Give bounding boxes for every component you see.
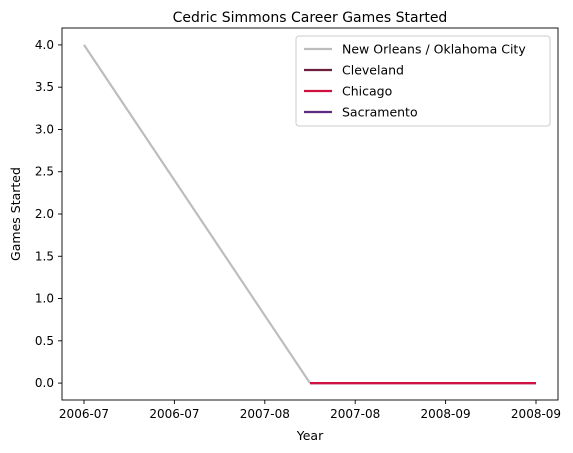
x-tick-label: 2008-09: [511, 407, 561, 421]
chart-title: Cedric Simmons Career Games Started: [173, 10, 448, 26]
y-tick-label: 0.0: [35, 376, 54, 390]
y-tick-label: 1.0: [35, 292, 54, 306]
y-tick-label: 3.0: [35, 122, 54, 136]
y-tick-label: 3.5: [35, 80, 54, 94]
x-tick-label: 2007-08: [240, 407, 290, 421]
legend-label-0: New Orleans / Oklahoma City: [342, 42, 526, 57]
x-tick-label: 2006-07: [149, 407, 199, 421]
y-tick-label: 2.0: [35, 207, 54, 221]
y-axis: 0.0 0.5 1.0 1.5 2.0 2.5 3.0 3.5 4.0: [35, 38, 62, 390]
y-tick-label: 0.5: [35, 334, 54, 348]
y-tick-label: 1.5: [35, 249, 54, 263]
x-tick-label: 2008-09: [421, 407, 471, 421]
legend-label-1: Cleveland: [342, 63, 404, 78]
legend-frame: [295, 35, 551, 127]
x-tick-label: 2007-08: [330, 407, 380, 421]
x-axis: 2006-07 2006-07 2007-08 2007-08 2008-09 2008-…: [59, 400, 561, 421]
legend-label-3: Sacramento: [342, 105, 418, 120]
legend-label-2: Chicago: [342, 84, 392, 99]
y-tick-label: 4.0: [35, 38, 54, 52]
series-line-0: [83, 44, 311, 384]
y-tick-label: 2.5: [35, 165, 54, 179]
y-axis-label: Games Started: [8, 167, 23, 261]
legend: New Orleans / Oklahoma City Cleveland Chic…: [295, 35, 551, 127]
plot-lines: [83, 44, 536, 385]
x-axis-label: Year: [296, 428, 324, 443]
x-tick-label: 2006-07: [59, 407, 109, 421]
